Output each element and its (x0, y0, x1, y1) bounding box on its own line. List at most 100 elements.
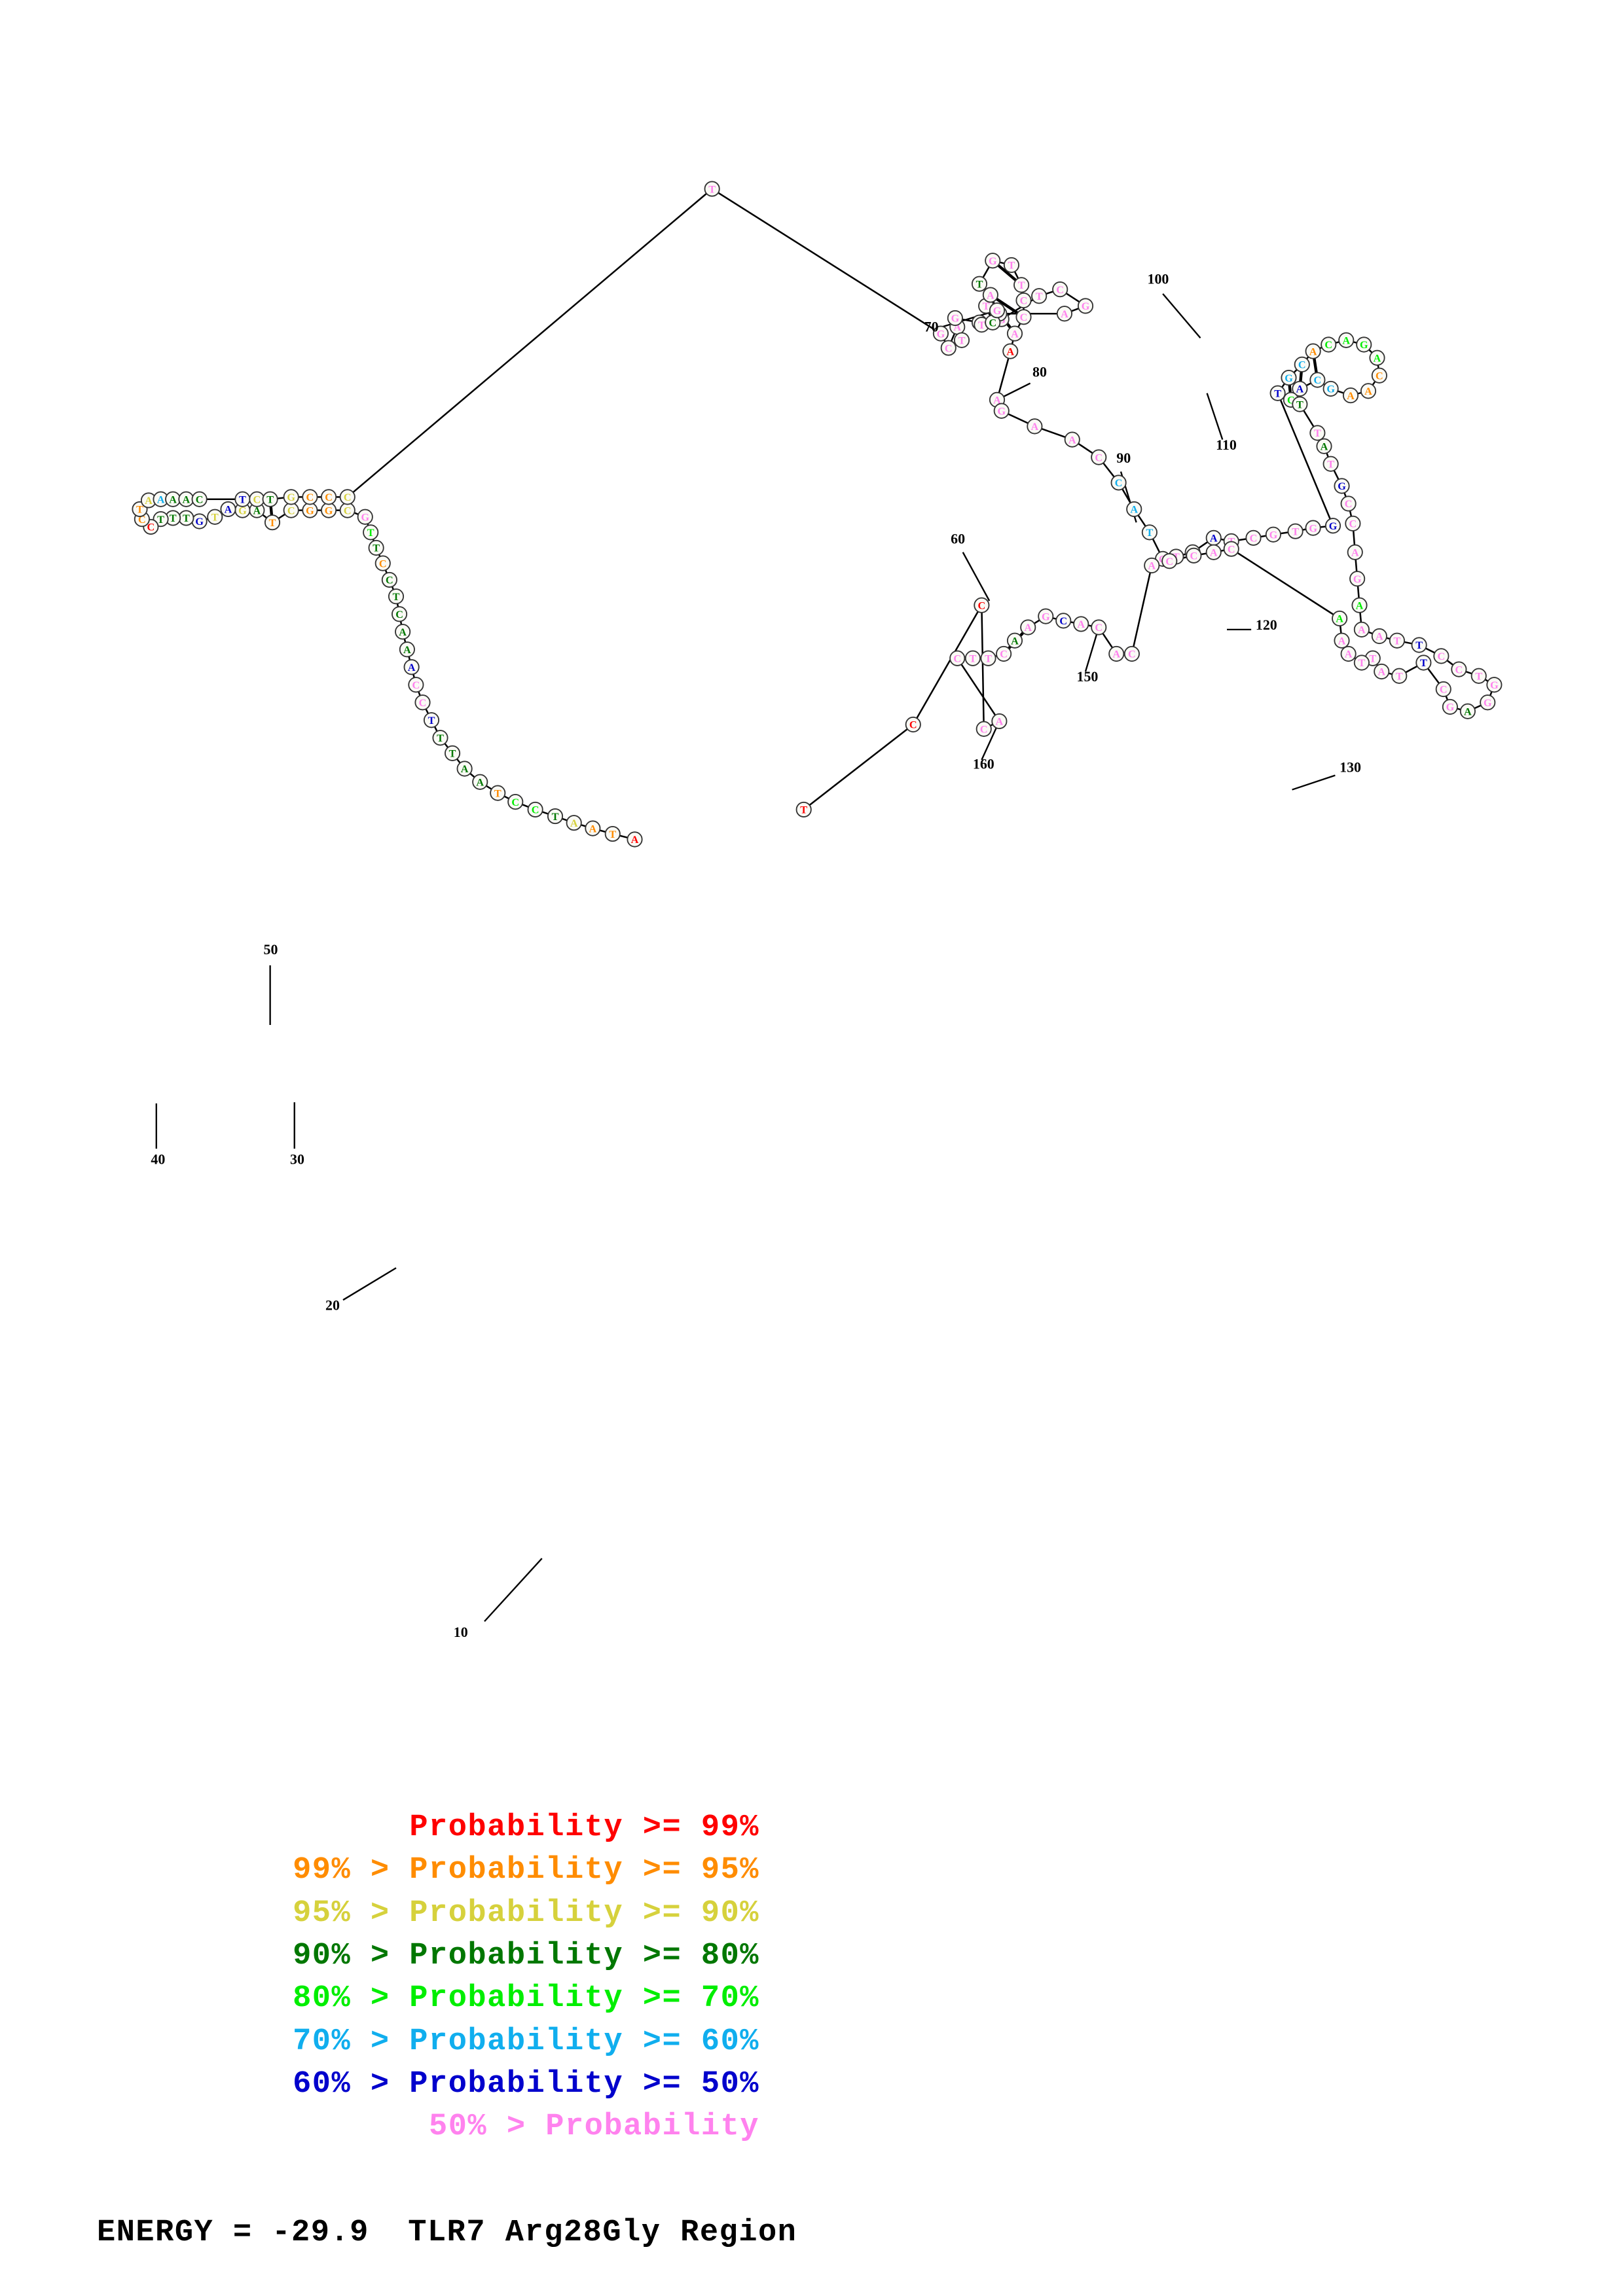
nucleotide-node[interactable]: A (1334, 632, 1350, 649)
nucleotide-node[interactable]: G (1356, 336, 1372, 353)
nucleotide-node[interactable]: A (456, 761, 473, 777)
nucleotide-node[interactable]: A (1369, 350, 1385, 366)
nucleotide-node[interactable]: A (1292, 380, 1308, 397)
nucleotide-node[interactable]: G (302, 502, 318, 518)
nucleotide-node[interactable]: A (1371, 628, 1387, 645)
nucleotide-node[interactable]: A (1006, 325, 1023, 342)
nucleotide-node[interactable]: C (976, 721, 992, 737)
nucleotide-node[interactable]: A (403, 659, 420, 675)
nucleotide-node[interactable]: A (1340, 645, 1357, 662)
nucleotide-node[interactable]: A (1064, 431, 1080, 448)
nucleotide-node[interactable]: C (1371, 367, 1387, 384)
nucleotide-node[interactable]: C (1321, 336, 1337, 353)
nucleotide-node[interactable]: T (432, 730, 448, 746)
nucleotide-node[interactable]: G (993, 403, 1010, 419)
nucleotide-node[interactable]: C (1340, 495, 1357, 512)
nucleotide-node[interactable]: G (932, 325, 949, 342)
nucleotide-node[interactable]: C (940, 340, 957, 356)
nucleotide-node[interactable]: C (414, 694, 431, 711)
nucleotide-node[interactable]: C (1451, 661, 1467, 677)
nucleotide-node[interactable]: G (1349, 571, 1366, 587)
nucleotide-node[interactable]: A (982, 287, 998, 303)
nucleotide-node[interactable]: T (953, 332, 970, 348)
nucleotide-node[interactable]: C (996, 645, 1012, 662)
nucleotide-node[interactable]: G (1265, 526, 1281, 543)
nucleotide-node[interactable]: A (1459, 703, 1476, 719)
nucleotide-node[interactable]: G (1077, 298, 1094, 314)
nucleotide-node[interactable]: G (1324, 518, 1341, 534)
nucleotide-node[interactable]: C (1309, 372, 1326, 388)
nucleotide-node[interactable]: A (1360, 383, 1377, 399)
nucleotide-node[interactable]: A (1338, 332, 1355, 348)
nucleotide-node[interactable]: T (1470, 668, 1487, 684)
nucleotide-node[interactable]: C (507, 794, 524, 810)
nucleotide-node[interactable]: A (1144, 557, 1160, 574)
nucleotide-node[interactable]: G (320, 502, 337, 518)
nucleotide-node[interactable]: T (1391, 668, 1408, 684)
nucleotide-node[interactable]: T (1292, 396, 1308, 412)
nucleotide-node[interactable]: T (1389, 632, 1405, 649)
nucleotide-node[interactable]: T (1309, 425, 1326, 441)
nucleotide-node[interactable]: A (1342, 387, 1359, 404)
nucleotide-node[interactable]: C (1015, 292, 1032, 309)
nucleotide-node[interactable]: C (1123, 645, 1140, 662)
nucleotide-node[interactable]: G (1480, 694, 1496, 711)
nucleotide-node[interactable]: A (566, 815, 582, 831)
nucleotide-node[interactable]: A (1374, 663, 1390, 680)
nucleotide-node[interactable]: C (320, 489, 337, 505)
nucleotide-node[interactable]: C (1223, 541, 1239, 557)
nucleotide-node[interactable]: T (234, 491, 251, 507)
nucleotide-node[interactable]: C (1091, 619, 1107, 636)
nucleotide-node[interactable]: T (264, 514, 281, 531)
nucleotide-node[interactable]: C (191, 491, 208, 507)
nucleotide-node[interactable]: T (368, 539, 384, 556)
nucleotide-node[interactable]: C (391, 606, 408, 622)
nucleotide-node[interactable]: C (974, 597, 990, 613)
nucleotide-node[interactable]: A (1316, 438, 1332, 454)
nucleotide-node[interactable]: T (262, 491, 278, 507)
nucleotide-node[interactable]: A (472, 774, 488, 790)
nucleotide-node[interactable]: A (989, 391, 1006, 408)
nucleotide-node[interactable]: C (1345, 515, 1361, 531)
nucleotide-node[interactable]: C (1015, 309, 1032, 325)
nucleotide-node[interactable]: G (1334, 478, 1350, 494)
nucleotide-node[interactable]: G (989, 302, 1006, 319)
nucleotide-node[interactable]: A (399, 641, 415, 658)
nucleotide-node[interactable]: G (191, 513, 208, 529)
nucleotide-node[interactable]: C (339, 502, 356, 518)
nucleotide-node[interactable]: G (357, 509, 373, 525)
nucleotide-node[interactable]: C (1110, 475, 1127, 491)
nucleotide-node[interactable]: T (207, 509, 223, 525)
nucleotide-node[interactable]: C (1294, 356, 1310, 372)
nucleotide-node[interactable]: G (1486, 677, 1503, 693)
nucleotide-node[interactable]: G (947, 310, 963, 327)
nucleotide-node[interactable]: T (388, 588, 405, 605)
nucleotide-node[interactable]: C (374, 555, 391, 571)
nucleotide-node[interactable]: C (1186, 547, 1202, 564)
nucleotide-node[interactable]: C (1245, 529, 1262, 546)
nucleotide-node[interactable]: C (1433, 648, 1450, 664)
nucleotide-node[interactable]: T (423, 712, 440, 728)
nucleotide-node[interactable]: T (980, 650, 996, 666)
nucleotide-node[interactable]: G (1305, 520, 1321, 536)
nucleotide-node[interactable]: C (527, 801, 543, 818)
nucleotide-node[interactable]: A (1056, 306, 1073, 322)
nucleotide-node[interactable]: T (1031, 288, 1048, 304)
nucleotide-node[interactable]: A (627, 831, 643, 848)
nucleotide-node[interactable]: A (1353, 621, 1370, 637)
nucleotide-node[interactable]: A (1108, 645, 1125, 662)
nucleotide-node[interactable]: T (1003, 257, 1020, 274)
nucleotide-node[interactable]: T (1353, 655, 1370, 671)
nucleotide-node[interactable]: A (991, 713, 1008, 730)
nucleotide-node[interactable]: T (795, 801, 812, 818)
nucleotide-node[interactable]: T (490, 785, 506, 801)
nucleotide-node[interactable]: A (1205, 544, 1222, 560)
nucleotide-node[interactable]: T (971, 276, 988, 292)
nucleotide-node[interactable]: G (1442, 698, 1458, 715)
nucleotide-node[interactable]: T (964, 650, 981, 666)
nucleotide-node[interactable]: A (1126, 501, 1142, 518)
nucleotide-node[interactable]: T (1269, 385, 1286, 401)
nucleotide-node[interactable]: G (283, 489, 299, 505)
nucleotide-node[interactable]: T (1287, 523, 1304, 539)
nucleotide-node[interactable]: A (1002, 343, 1019, 359)
